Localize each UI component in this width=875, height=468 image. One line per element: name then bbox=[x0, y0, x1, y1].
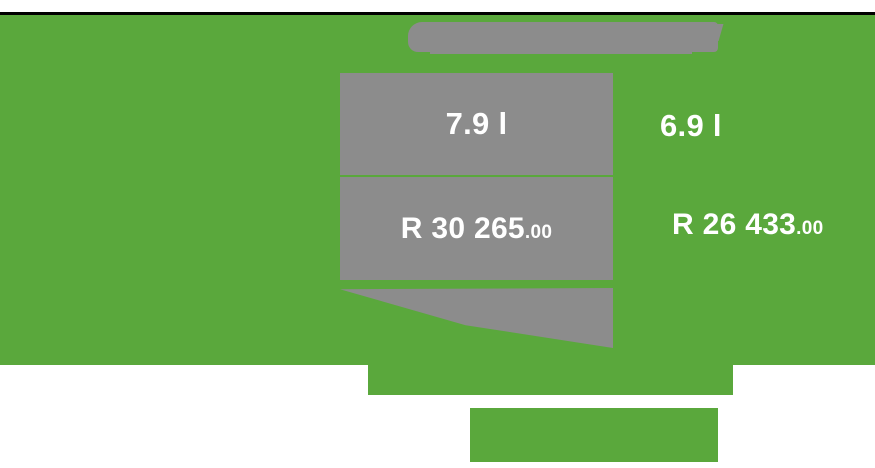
redacted-heading-scribble-tail bbox=[430, 44, 692, 54]
right-cost-cents: .00 bbox=[796, 218, 824, 239]
right-volume-value: 6.9 l bbox=[660, 108, 722, 143]
right-volume-cell: 6.9 l bbox=[660, 108, 860, 144]
left-cost-amount: R 30 265 bbox=[400, 211, 525, 245]
redacted-footer-wedge bbox=[340, 288, 613, 348]
redacted-cost-plate: R 30 265.00 bbox=[340, 177, 613, 280]
redacted-volume-plate: 7.9 l bbox=[340, 73, 613, 175]
left-cost-cents: .00 bbox=[524, 221, 553, 243]
right-cost-amount: R 26 433 bbox=[672, 208, 797, 241]
footer-green-occluder-block bbox=[470, 408, 718, 462]
right-cost-value: R 26 433.00 bbox=[672, 208, 824, 241]
left-cost-value: R 30 265.00 bbox=[401, 212, 553, 246]
top-divider-rule bbox=[0, 12, 875, 15]
secondary-green-step-panel bbox=[368, 365, 733, 395]
right-cost-cell: R 26 433.00 bbox=[672, 208, 875, 242]
left-volume-value: 7.9 l bbox=[445, 106, 508, 141]
